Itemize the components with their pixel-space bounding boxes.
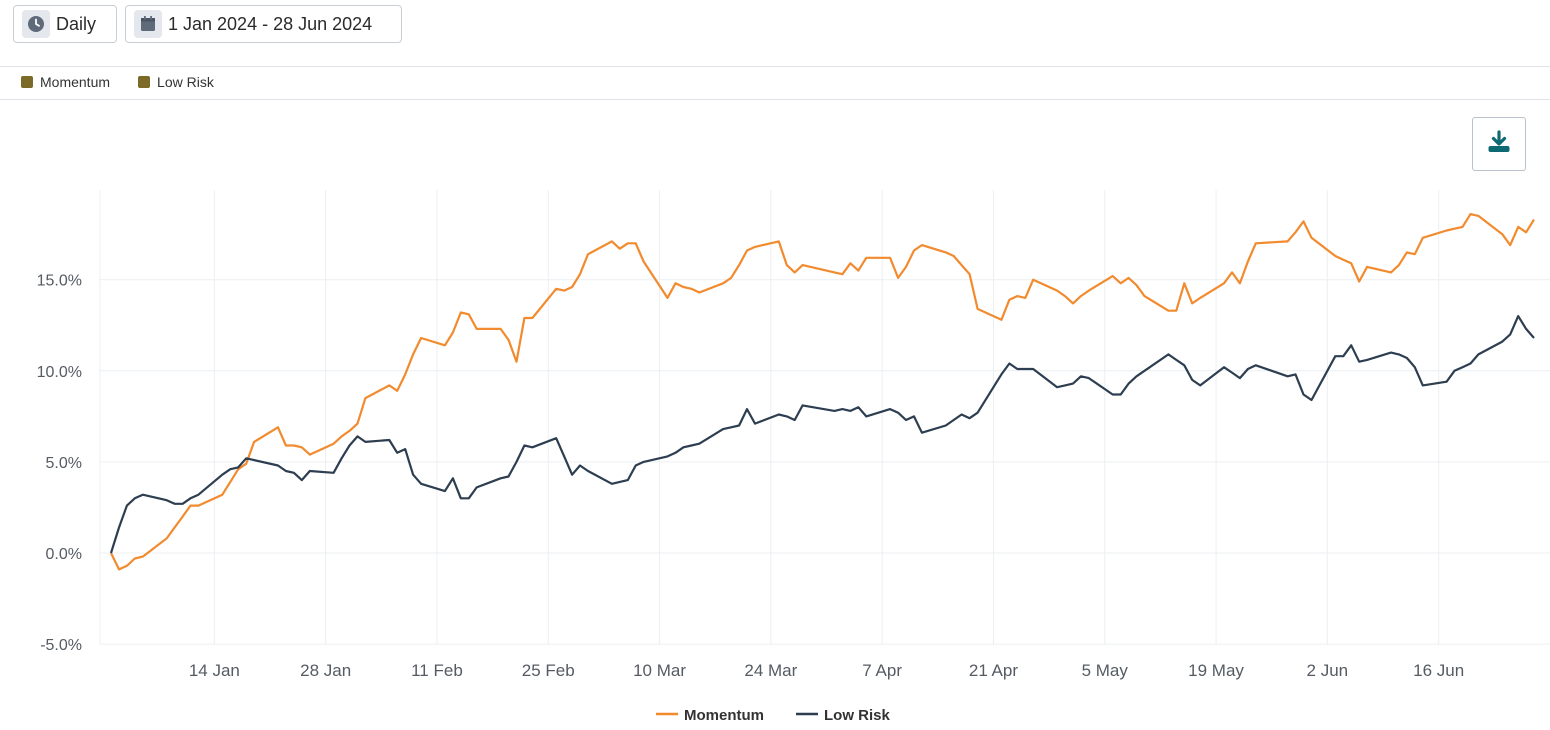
filter-label-low-risk: Low Risk [157,74,214,90]
period-label: Daily [56,13,97,34]
legend-label-momentum: Momentum [684,707,764,724]
y-tick-label: 5.0% [46,455,82,472]
series-line-low-risk [109,315,1535,554]
divider [0,66,1550,67]
x-tick-label: 14 Jan [189,661,240,680]
y-tick-label: -5.0% [40,637,82,654]
filter-label-momentum: Momentum [40,74,111,90]
download-button[interactable] [1472,117,1526,171]
x-tick-label: 11 Feb [411,661,463,680]
x-tick-label: 16 Jun [1413,661,1464,680]
x-tick-label: 5 May [1082,661,1129,680]
toolbar: Daily 1 Jan 2024 - 28 Jun 2024 [13,5,402,43]
x-tick-label: 2 Jun [1307,661,1349,680]
x-tick-label: 25 Feb [522,661,575,680]
x-tick-label: 28 Jan [300,661,351,680]
x-tick-label: 10 Mar [633,661,686,680]
y-tick-label: 15.0% [37,273,82,290]
clock-icon [22,10,50,38]
x-tick-label: 21 Apr [969,661,1018,680]
x-tick-label: 24 Mar [744,661,797,680]
period-selector[interactable]: Daily [13,5,117,43]
legend-swatch [138,76,151,88]
series-line-momentum [110,213,1535,571]
x-tick-label: 7 Apr [862,661,902,680]
legend-swatch [21,76,33,88]
filter-item-low-risk[interactable]: Low Risk [138,72,214,92]
legend-label-low-risk: Low Risk [824,707,891,724]
date-range-label: 1 Jan 2024 - 28 Jun 2024 [168,13,373,34]
divider [0,99,1550,100]
download-icon [1486,129,1512,160]
x-tick-label: 19 May [1188,661,1244,680]
series-filter-legend: Momentum Low Risk [21,72,214,92]
y-tick-label: 10.0% [37,364,82,381]
filter-item-momentum[interactable]: Momentum [21,72,110,92]
date-range-picker[interactable]: 1 Jan 2024 - 28 Jun 2024 [125,5,402,43]
y-tick-label: 0.0% [46,546,82,563]
calendar-icon [134,10,162,38]
